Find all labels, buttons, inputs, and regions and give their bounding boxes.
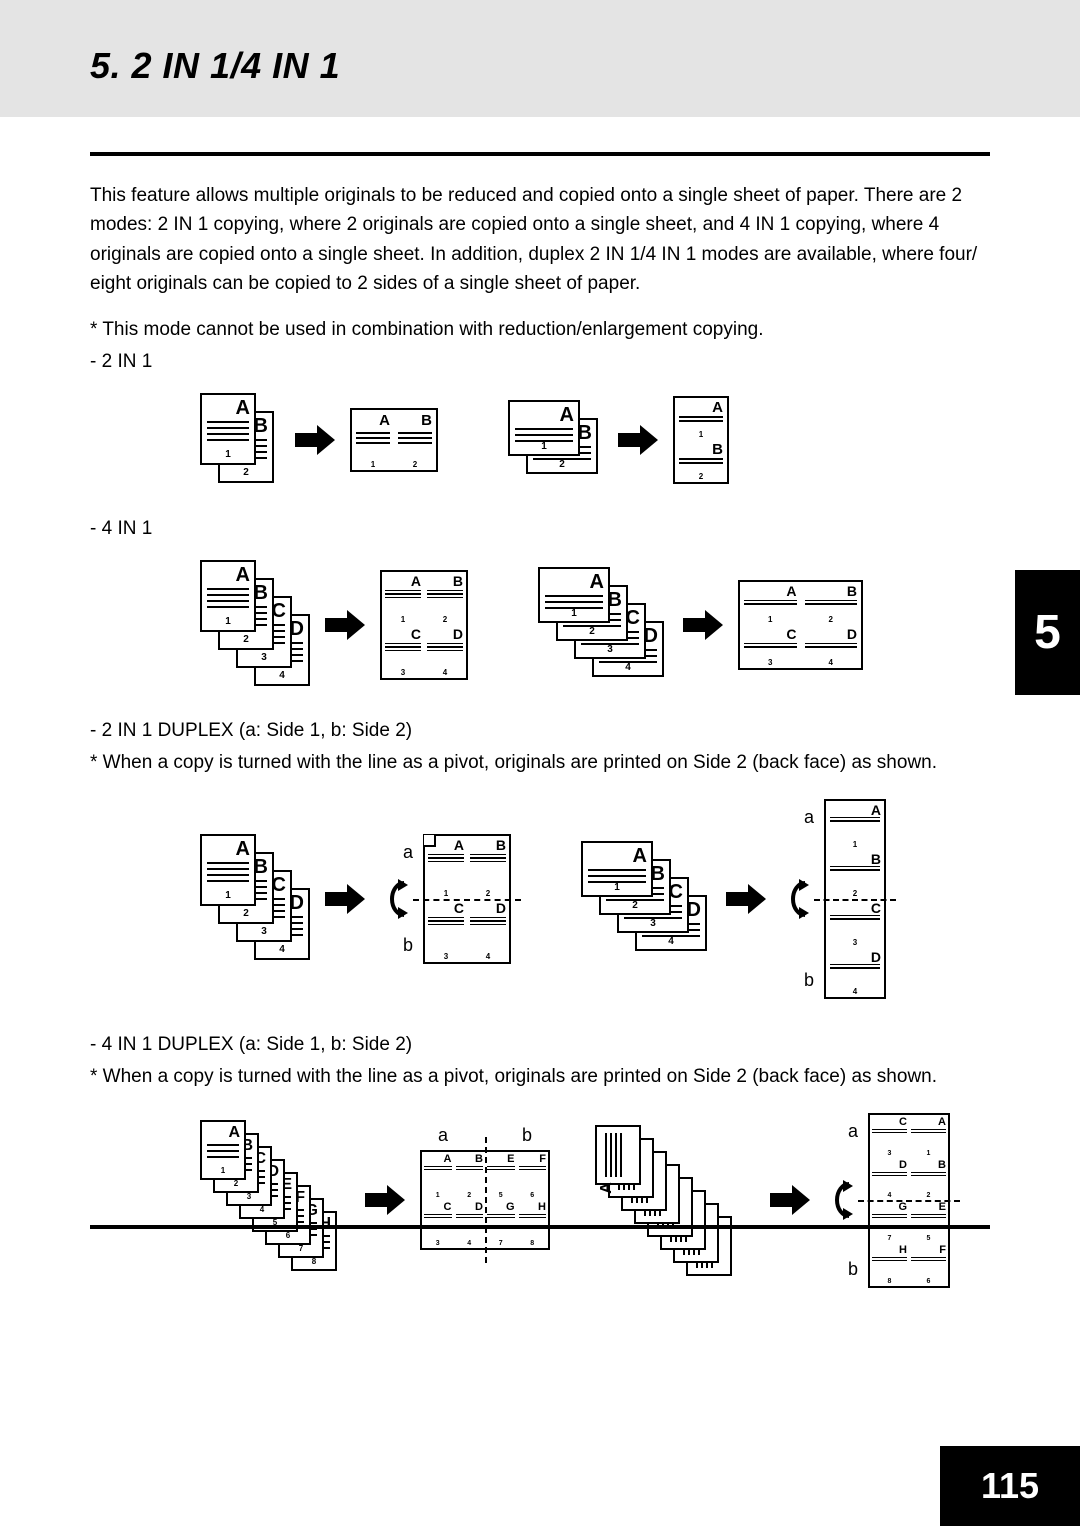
arrow-icon xyxy=(726,884,766,914)
document-page: 5. 2 IN 1/4 IN 1 This feature allows mul… xyxy=(0,0,1080,1526)
label-a: a xyxy=(804,807,814,828)
subhead-2in1: - 2 IN 1 xyxy=(90,351,990,373)
label-a: a xyxy=(438,1125,448,1146)
figure-2in1: B2 A1 A1 B2 B2 A1 A1 B2 xyxy=(200,393,990,488)
duplex-output-1: a b A1 B2 C3 D4 xyxy=(423,834,511,964)
page-title: 5. 2 IN 1/4 IN 1 xyxy=(90,45,1080,87)
content-area: This feature allows multiple originals t… xyxy=(0,117,1080,1288)
output-2in1-horizontal: A1 B2 xyxy=(350,408,438,472)
stack-2-landscape: B2 A1 xyxy=(508,400,603,480)
stack-4-portrait: D4 C3 B2 A1 xyxy=(200,560,310,690)
figure-2in1-duplex: D4 C3 B2 A1 a b A1 B2 C3 xyxy=(200,799,990,999)
label-a: a xyxy=(848,1121,858,1142)
label-b: b xyxy=(403,935,413,956)
mode-restriction-note: * This mode cannot be used in combinatio… xyxy=(90,319,990,341)
arrow-icon xyxy=(325,884,365,914)
stack-8-portrait: H8 G7 F6 E5 D4 C3 B2 A1 xyxy=(200,1120,350,1280)
stack-4-landscape: D4 C3 B2 A1 xyxy=(538,567,668,682)
arrow-icon xyxy=(618,425,658,455)
intro-paragraph: This feature allows multiple originals t… xyxy=(90,181,990,299)
duplex-note-2: * When a copy is turned with the line as… xyxy=(90,1066,990,1088)
duplex-8-output-1: a b A1 B2 E5 F6 C3 D4 G7 H8 xyxy=(420,1150,550,1250)
bottom-rule xyxy=(90,1225,990,1229)
label-b: b xyxy=(522,1125,532,1146)
duplex-note-1: * When a copy is turned with the line as… xyxy=(90,752,990,774)
flip-icon xyxy=(781,879,809,919)
label-b: b xyxy=(804,970,814,991)
stack-8-landscape: A xyxy=(595,1125,755,1275)
flip-icon xyxy=(825,1180,853,1220)
label-a: a xyxy=(403,842,413,863)
subhead-4in1: - 4 IN 1 xyxy=(90,518,990,540)
top-rule xyxy=(90,152,990,156)
header-band: 5. 2 IN 1/4 IN 1 xyxy=(0,0,1080,117)
arrow-icon xyxy=(770,1185,810,1215)
duplex-8-output-2: a b C3 A1 D4 B2 G7 E5 H8 F6 xyxy=(868,1113,950,1288)
output-4in1-landscape: A1 B2 C3 D4 xyxy=(738,580,863,670)
subhead-2in1-duplex: - 2 IN 1 DUPLEX (a: Side 1, b: Side 2) xyxy=(90,720,990,742)
arrow-icon xyxy=(365,1185,405,1215)
figure-4in1: D4 C3 B2 A1 A1 B2 C3 D4 D4 C3 B2 A1 A1 xyxy=(200,560,990,690)
arrow-icon xyxy=(295,425,335,455)
output-2in1-vertical: A1 B2 xyxy=(673,396,729,484)
label-b: b xyxy=(848,1259,858,1280)
stack-4-portrait-duplex: D4 C3 B2 A1 xyxy=(200,834,310,964)
flip-icon xyxy=(380,879,408,919)
output-4in1-portrait: A1 B2 C3 D4 xyxy=(380,570,468,680)
stack-4-landscape-duplex: D4 C3 B2 A1 xyxy=(581,841,711,956)
subhead-4in1-duplex: - 4 IN 1 DUPLEX (a: Side 1, b: Side 2) xyxy=(90,1034,990,1056)
stack-2-portrait: B2 A1 xyxy=(200,393,280,488)
arrow-icon xyxy=(683,610,723,640)
figure-4in1-duplex: H8 G7 F6 E5 D4 C3 B2 A1 a b A1 B2 E5 F6 xyxy=(200,1113,990,1288)
chapter-tab: 5 xyxy=(1015,570,1080,695)
duplex-output-2: a b A1 B2 C3 D4 xyxy=(824,799,886,999)
arrow-icon xyxy=(325,610,365,640)
page-number: 115 xyxy=(940,1446,1080,1526)
